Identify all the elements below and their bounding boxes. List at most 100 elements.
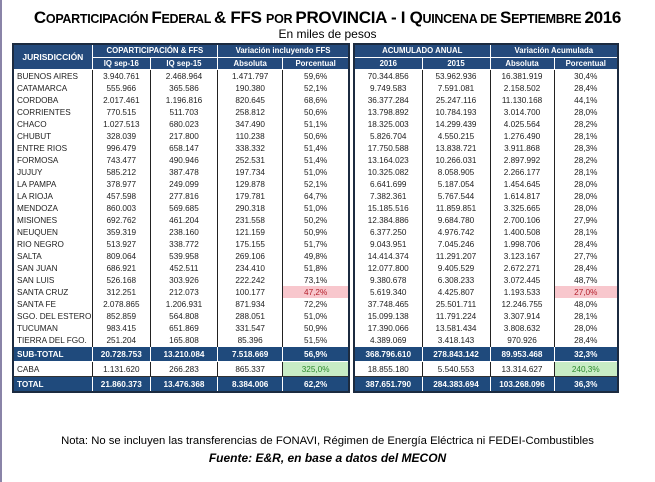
- header-var-acum: Variación Acumulada: [489, 43, 619, 58]
- cell-value: 36.377.284: [353, 94, 422, 106]
- cell-value: 249.099: [149, 178, 218, 190]
- cell-jurisdiccion: CHACO: [12, 118, 93, 130]
- cell-value: 3.072.445: [489, 274, 554, 286]
- table-row: MISIONES 692.762 461.204 231.558 50,2%: [12, 214, 349, 226]
- cell-value: 10.325.082: [353, 166, 422, 178]
- cell-value: 2.700.106: [489, 214, 554, 226]
- cell-value: 513.927: [91, 238, 151, 250]
- cell-value: 27,0%: [553, 286, 619, 298]
- cell-value: 4.550.215: [421, 130, 490, 142]
- cell-jurisdiccion: FORMOSA: [12, 154, 93, 166]
- table-row: 13.164.023 10.266.031 2.897.992 28,2%: [353, 154, 619, 166]
- cell-value: 865.337: [217, 361, 283, 377]
- cell-value: 27,7%: [553, 250, 619, 262]
- cell-value: 6.377.250: [353, 226, 422, 238]
- cell-value: 490.946: [149, 154, 218, 166]
- cell-value: 258.812: [217, 106, 283, 118]
- cell-value: 5.187.054: [421, 178, 490, 190]
- cell-value: 338.332: [217, 142, 283, 154]
- cell-jurisdiccion: SAN JUAN: [12, 262, 93, 274]
- cell-value: 18.325.003: [353, 118, 422, 130]
- table-row: 9.043.951 7.045.246 1.998.706 28,4%: [353, 238, 619, 250]
- page-subtitle: En miles de pesos: [278, 27, 377, 41]
- cell-value: 5.619.340: [353, 286, 422, 298]
- cell-value: 3.307.914: [489, 310, 554, 322]
- cell-value: 129.878: [217, 178, 283, 190]
- cell-value: 51,5%: [282, 334, 349, 347]
- cell-value: 50,9%: [282, 226, 349, 238]
- table-row: CHACO 1.027.513 680.023 347.490 51,1%: [12, 118, 349, 130]
- cell-value: 64,7%: [282, 190, 349, 202]
- cell-value: 47,2%: [282, 286, 349, 298]
- cell-jurisdiccion: TIERRA DEL FGO.: [12, 334, 93, 347]
- header-iq16: IQ sep-16: [91, 56, 151, 70]
- footnote: Nota: No se incluyen las transferencias …: [61, 435, 594, 447]
- cell-value: 680.023: [149, 118, 218, 130]
- cell-value: 28,1%: [553, 130, 619, 142]
- cell-value: 686.921: [91, 262, 151, 274]
- cell-jurisdiccion: CORRIENTES: [12, 106, 93, 118]
- cell-value: 238.160: [149, 226, 218, 238]
- cell-value: 13.164.023: [353, 154, 422, 166]
- cell-value: 569.685: [149, 202, 218, 214]
- cell-value: 12.077.800: [353, 262, 422, 274]
- cell-value: 48,7%: [553, 274, 619, 286]
- cell-value: 5.540.553: [421, 361, 490, 377]
- cell-value: 970.926: [489, 334, 554, 347]
- table-row: 368.796.610 278.843.142 89.953.468 32,3%: [353, 346, 619, 362]
- cell-value: 48,0%: [553, 298, 619, 310]
- cell-value: 28,4%: [553, 238, 619, 250]
- cell-value: 2.158.502: [489, 82, 554, 94]
- cell-jurisdiccion: MISIONES: [12, 214, 93, 226]
- cell-jurisdiccion: RIO NEGRO: [12, 238, 93, 250]
- cell-value: 52,1%: [282, 178, 349, 190]
- cell-value: 378.977: [91, 178, 151, 190]
- table-row: LA PAMPA 378.977 249.099 129.878 52,1%: [12, 178, 349, 190]
- cell-value: 3.940.761: [91, 69, 151, 82]
- table-row: CABA 1.131.620 266.283 865.337 325,0%: [12, 361, 349, 377]
- cell-value: 28,3%: [553, 142, 619, 154]
- cell-value: 68,6%: [282, 94, 349, 106]
- cell-value: 3.808.632: [489, 322, 554, 334]
- cell-value: 28,0%: [553, 178, 619, 190]
- cell-value: 1.131.620: [91, 361, 151, 377]
- cell-value: 284.383.694: [421, 376, 491, 393]
- cell-value: 28,4%: [553, 334, 619, 347]
- table-row: 18.855.180 5.540.553 13.314.627 240,3%: [353, 361, 619, 377]
- cell-value: 10.266.031: [421, 154, 490, 166]
- cell-value: 12.384.886: [353, 214, 422, 226]
- cell-value: 452.511: [149, 262, 218, 274]
- cell-value: 190.380: [217, 82, 283, 94]
- cell-value: 17.390.066: [353, 322, 422, 334]
- cell-value: 50,6%: [282, 130, 349, 142]
- table-row: 14.414.374 11.291.207 3.123.167 27,7%: [353, 250, 619, 262]
- cell-value: 3.123.167: [489, 250, 554, 262]
- cell-value: 983.415: [91, 322, 151, 334]
- cell-value: 18.855.180: [353, 361, 422, 377]
- cell-value: 461.204: [149, 214, 218, 226]
- cell-value: 51,4%: [282, 154, 349, 166]
- table-quincena: JURISDICCIÓN COPARTICIPACIÓN & FFS Variaci…: [12, 43, 350, 393]
- cell-value: 860.003: [91, 202, 151, 214]
- cell-value: 72,2%: [282, 298, 349, 310]
- cell-value: 1.276.490: [489, 130, 554, 142]
- cell-value: 51,4%: [282, 142, 349, 154]
- cell-value: 2.468.964: [149, 69, 218, 82]
- cell-value: 9.749.583: [353, 82, 422, 94]
- cell-value: 2.078.865: [91, 298, 151, 310]
- cell-value: 278.843.142: [421, 346, 491, 362]
- cell-jurisdiccion: CHUBUT: [12, 130, 93, 142]
- cell-value: 651.869: [149, 322, 218, 334]
- cell-value: 266.283: [149, 361, 218, 377]
- cell-value: 121.159: [217, 226, 283, 238]
- cell-value: 13.581.434: [421, 322, 490, 334]
- table-row: 17.390.066 13.581.434 3.808.632 28,0%: [353, 322, 619, 334]
- table-row: SAN JUAN 686.921 452.511 234.410 51,8%: [12, 262, 349, 274]
- table-row: SGO. DEL ESTERO 852.859 564.808 288.051 51,0…: [12, 310, 349, 322]
- table-row: 5.826.704 4.550.215 1.276.490 28,1%: [353, 130, 619, 142]
- header-jurisdiccion: JURISDICCIÓN: [12, 43, 93, 70]
- cell-value: 457.598: [91, 190, 151, 202]
- cell-jurisdiccion: TOTAL: [12, 376, 93, 393]
- table-row: TOTAL 21.860.373 13.476.368 8.384.006 62,2%: [12, 376, 350, 393]
- cell-value: 7.518.669: [217, 346, 284, 362]
